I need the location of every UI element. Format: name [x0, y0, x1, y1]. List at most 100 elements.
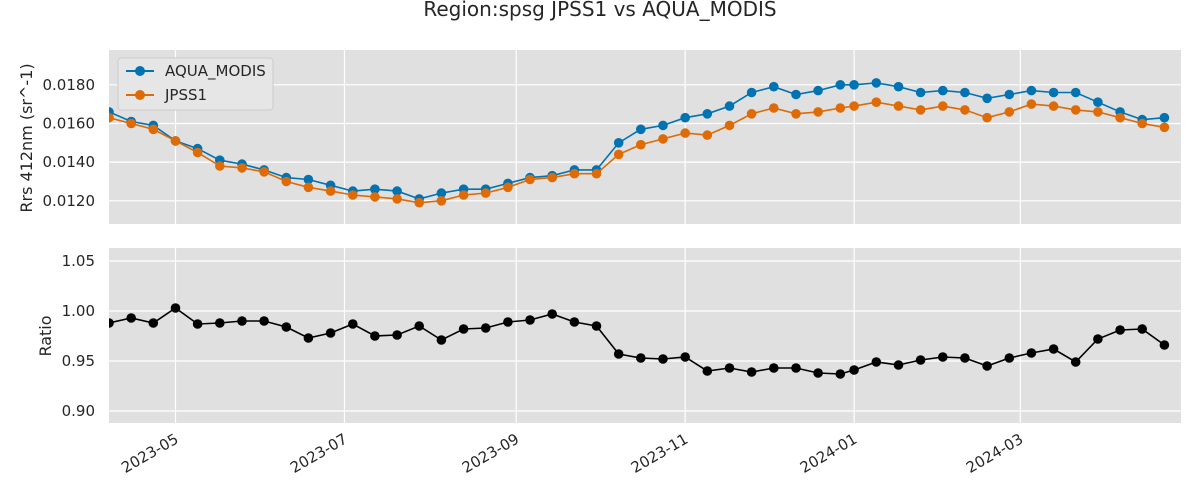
data-point-jpss1: [1159, 122, 1170, 133]
data-point-aqua-modis: [1048, 87, 1059, 98]
data-point-ratio: [480, 323, 491, 333]
top-plot-background: [109, 50, 1181, 224]
data-point-ratio: [1070, 357, 1081, 367]
data-point-jpss1: [982, 112, 992, 123]
data-point-ratio: [746, 367, 757, 377]
data-point-ratio: [569, 317, 580, 327]
bottom-y-axis-label: Ratio: [36, 315, 55, 356]
top-plot-y-ticks: 0.0120 0.0140 0.0160 0.0180: [43, 76, 96, 210]
data-point-ratio: [370, 331, 380, 341]
data-point-jpss1: [658, 134, 668, 144]
data-point-jpss1: [480, 188, 491, 198]
data-point-aqua-modis: [436, 188, 447, 198]
data-point-jpss1: [109, 112, 114, 123]
data-point-jpss1: [813, 107, 823, 117]
data-point-aqua-modis: [960, 87, 970, 98]
data-point-ratio: [791, 363, 801, 373]
data-point-ratio: [525, 315, 535, 325]
data-point-ratio: [1026, 348, 1037, 358]
data-point-jpss1: [392, 194, 402, 204]
y-tick-label: 1.05: [62, 252, 95, 270]
data-point-jpss1: [746, 109, 757, 119]
data-point-jpss1: [215, 161, 225, 171]
data-point-jpss1: [1048, 101, 1059, 111]
data-point-ratio: [1004, 353, 1015, 363]
data-point-ratio: [458, 324, 469, 334]
data-point-ratio: [281, 322, 292, 332]
data-point-ratio: [237, 316, 247, 326]
data-point-jpss1: [414, 197, 425, 208]
data-point-ratio: [126, 313, 136, 323]
bottom-plot-x-ticks: 2023-05 2023-07 2023-09 2023-11 2024-01 2024-…: [118, 430, 1026, 477]
data-point-ratio: [849, 365, 859, 375]
top-plot-rrs: 0.0120 0.0140 0.0160 0.0180 Rrs 412nm (sr^-…: [17, 50, 1181, 224]
legend-marker-jpss1: [135, 90, 145, 100]
data-point-jpss1: [1137, 118, 1147, 129]
data-point-jpss1: [281, 176, 292, 187]
data-point-jpss1: [1070, 105, 1081, 115]
x-tick-label: 2023-09: [459, 430, 522, 477]
data-point-jpss1: [724, 120, 735, 131]
data-point-ratio: [325, 328, 336, 338]
data-point-ratio: [871, 357, 882, 367]
top-plot-series: [109, 78, 1170, 208]
data-point-aqua-modis: [303, 174, 314, 185]
data-point-ratio: [893, 360, 904, 370]
data-point-aqua-modis: [636, 124, 646, 135]
y-tick-label: 0.95: [62, 352, 95, 370]
data-point-jpss1: [893, 101, 904, 111]
data-point-jpss1: [126, 118, 136, 129]
data-point-aqua-modis: [1093, 97, 1103, 107]
data-point-jpss1: [348, 190, 358, 200]
y-tick-label: 0.0180: [43, 76, 96, 94]
data-point-aqua-modis: [813, 85, 823, 96]
top-y-axis-label: Rrs 412nm (sr^-1): [17, 63, 36, 212]
data-point-ratio: [680, 352, 690, 362]
data-point-jpss1: [569, 168, 580, 179]
data-point-aqua-modis: [1070, 87, 1081, 98]
legend-box: [117, 57, 274, 111]
data-point-jpss1: [835, 103, 846, 113]
data-point-jpss1: [769, 103, 779, 113]
data-point-jpss1: [547, 172, 557, 183]
data-point-jpss1: [303, 182, 314, 193]
data-point-jpss1: [1093, 107, 1103, 117]
x-tick-label: 2024-03: [963, 430, 1026, 477]
data-point-aqua-modis: [1004, 89, 1015, 100]
data-point-ratio: [170, 303, 181, 313]
bottom-plot-series: [109, 303, 1170, 379]
data-point-ratio: [813, 368, 823, 378]
top-plot-grid: [109, 50, 1181, 224]
data-point-aqua-modis: [658, 120, 668, 131]
data-point-ratio: [1093, 334, 1103, 344]
data-point-aqua-modis: [893, 81, 904, 92]
y-tick-label: 0.0140: [43, 153, 96, 171]
data-point-aqua-modis: [370, 184, 380, 194]
data-point-aqua-modis: [982, 93, 992, 104]
data-point-aqua-modis: [680, 112, 690, 123]
x-tick-label: 2023-07: [287, 430, 350, 477]
data-point-ratio: [982, 361, 992, 371]
data-point-jpss1: [458, 190, 469, 200]
data-point-jpss1: [791, 109, 801, 119]
data-point-ratio: [1159, 340, 1170, 350]
legend-entry-aqua-modis: AQUA_MODIS: [126, 62, 266, 81]
data-point-aqua-modis: [724, 101, 735, 111]
series-ratio: [109, 303, 1170, 379]
data-point-ratio: [613, 349, 624, 359]
data-point-aqua-modis: [613, 138, 624, 148]
data-point-jpss1: [1026, 99, 1037, 109]
data-point-ratio: [192, 319, 203, 329]
data-point-ratio: [1137, 324, 1147, 334]
y-tick-label: 1.00: [62, 302, 95, 320]
data-point-ratio: [960, 353, 970, 363]
data-point-jpss1: [871, 97, 882, 107]
data-point-ratio: [636, 353, 646, 363]
data-point-ratio: [835, 369, 846, 379]
data-point-jpss1: [525, 174, 535, 185]
data-point-ratio: [109, 318, 114, 328]
data-point-aqua-modis: [702, 109, 713, 119]
data-point-ratio: [915, 355, 926, 365]
data-point-jpss1: [960, 105, 970, 115]
data-point-ratio: [303, 333, 314, 343]
